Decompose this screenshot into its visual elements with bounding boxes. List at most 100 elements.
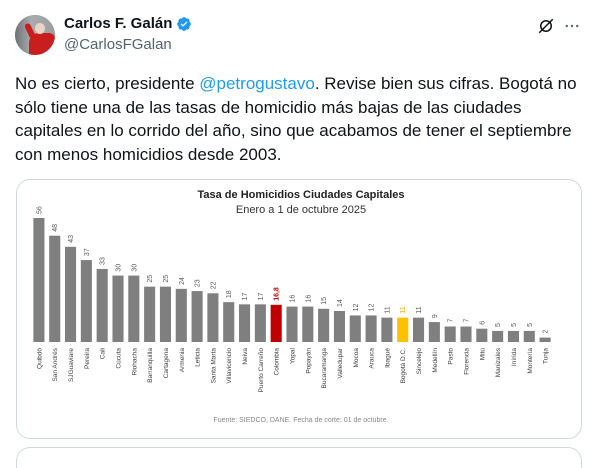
tweet-text-intro: No es cierto, presidente — [15, 74, 200, 93]
bar-mitú — [476, 328, 488, 342]
category-label: Barranquilla — [147, 348, 154, 383]
value-label: 30 — [116, 264, 123, 272]
display-name[interactable]: Carlos F. Galán — [64, 15, 173, 32]
value-label: 17 — [242, 292, 249, 300]
bar-bucaramanga — [318, 308, 330, 342]
category-label: Leticia — [195, 348, 202, 367]
bar-colombia — [270, 304, 282, 342]
category-label: Montería — [527, 348, 534, 374]
category-label: Pasto — [448, 348, 455, 365]
mention-link[interactable]: @petrogustavo — [199, 74, 315, 93]
bar-popayán — [302, 306, 314, 342]
bar-cartagena — [159, 286, 171, 342]
bar-florencia — [460, 326, 472, 342]
chart-title: Tasa de Homicidios Ciudades Capitales — [197, 189, 405, 201]
bar-bogotá-d-c- — [397, 317, 409, 342]
value-label: 7 — [448, 319, 455, 323]
bar-villavicencio — [223, 302, 235, 342]
bar-yopal — [286, 306, 298, 342]
value-label: 11 — [416, 306, 423, 313]
category-label: Medellín — [432, 348, 439, 373]
category-label: Riohacha — [131, 348, 138, 376]
bar-montería — [523, 330, 535, 342]
value-label: 5 — [527, 323, 534, 327]
category-label: SJGuaviare — [68, 348, 75, 382]
bar-quibdó — [33, 218, 45, 342]
bar-san-andrés — [49, 235, 61, 342]
bar-medellín — [428, 322, 440, 342]
category-label: Inírida — [511, 348, 518, 366]
value-label: 16 — [305, 295, 312, 303]
author-name-row[interactable]: Carlos F. Galán — [64, 15, 192, 32]
avatar-body — [29, 33, 55, 55]
category-label: Cartagena — [163, 348, 170, 379]
category-label: Pereira — [84, 348, 91, 369]
value-label: 2 — [543, 330, 550, 334]
bar-tunja — [539, 337, 551, 342]
value-label: 16 — [290, 295, 297, 303]
category-label: Yopal — [290, 347, 297, 364]
bar-sjguaviare — [65, 246, 77, 342]
chart-subtitle: Enero a 1 de octubre 2025 — [235, 204, 367, 216]
value-label: 17 — [258, 292, 265, 300]
value-label: 30 — [131, 264, 138, 272]
category-label: Cúcuta — [116, 348, 123, 369]
category-label: Tunja — [543, 348, 550, 364]
value-label: 16,8 — [274, 287, 281, 301]
value-label: 25 — [163, 275, 170, 283]
grok-icon[interactable] — [537, 17, 555, 35]
bar-ibagué — [381, 317, 393, 342]
category-label: Colombia — [274, 348, 281, 376]
bar-valledupar — [333, 311, 345, 342]
value-label: 43 — [68, 235, 75, 243]
author-handle[interactable]: @CarlosFGalan — [64, 36, 172, 53]
value-label: 12 — [369, 304, 376, 312]
value-label: 5 — [495, 323, 502, 327]
value-label: 23 — [195, 279, 202, 287]
value-label: 5 — [511, 323, 518, 327]
value-label: 48 — [52, 224, 59, 232]
more-options-icon[interactable] — [563, 17, 581, 35]
bar-pereira — [80, 260, 92, 342]
bar-neiva — [239, 304, 251, 342]
category-label: Neiva — [242, 348, 249, 365]
value-label: 37 — [84, 248, 91, 256]
media-card[interactable] — [16, 179, 582, 439]
category-label: Arauca — [369, 348, 376, 369]
category-label: Bogotá D.C. — [400, 348, 407, 384]
value-label: 18 — [226, 290, 233, 298]
value-label: 22 — [210, 281, 217, 289]
category-label: Cali — [100, 348, 107, 359]
bar-puerto-carreño — [254, 304, 266, 342]
value-label: 14 — [337, 299, 344, 307]
value-label: 9 — [432, 314, 439, 318]
category-label: Manizales — [495, 347, 502, 377]
bar-santa-marta — [207, 293, 219, 342]
category-label: Ibagué — [384, 348, 391, 368]
value-label: 7 — [464, 319, 471, 323]
category-label: Bucaramanga — [321, 348, 328, 389]
category-label: Puerto Carreño — [258, 348, 265, 393]
value-label: 15 — [321, 297, 328, 305]
bar-cali — [96, 268, 108, 342]
bar-armenia — [175, 288, 187, 342]
category-label: Mocoa — [353, 348, 360, 368]
verified-badge-icon[interactable] — [176, 16, 192, 32]
bar-riohacha — [128, 275, 140, 342]
next-media-card[interactable] — [16, 447, 582, 468]
value-label: 24 — [179, 277, 186, 285]
value-label: 11 — [384, 306, 391, 313]
value-label: 11 — [400, 306, 407, 313]
bar-cúcuta — [112, 275, 124, 342]
value-label: 6 — [479, 321, 486, 325]
avatar[interactable] — [15, 15, 55, 55]
category-label: San Andrés — [52, 347, 59, 381]
bar-mocoa — [349, 315, 361, 342]
bar-manizales — [492, 330, 504, 342]
category-label: Valledupar — [337, 347, 344, 378]
value-label: 12 — [353, 304, 360, 312]
chart-source: Fuente: SIEDCO, DANE. Fecha de corte: 01… — [213, 417, 389, 424]
value-label: 33 — [100, 257, 107, 265]
tweet-text-body: . Revise bien sus cifras. Bogotá no sólo… — [15, 74, 577, 164]
